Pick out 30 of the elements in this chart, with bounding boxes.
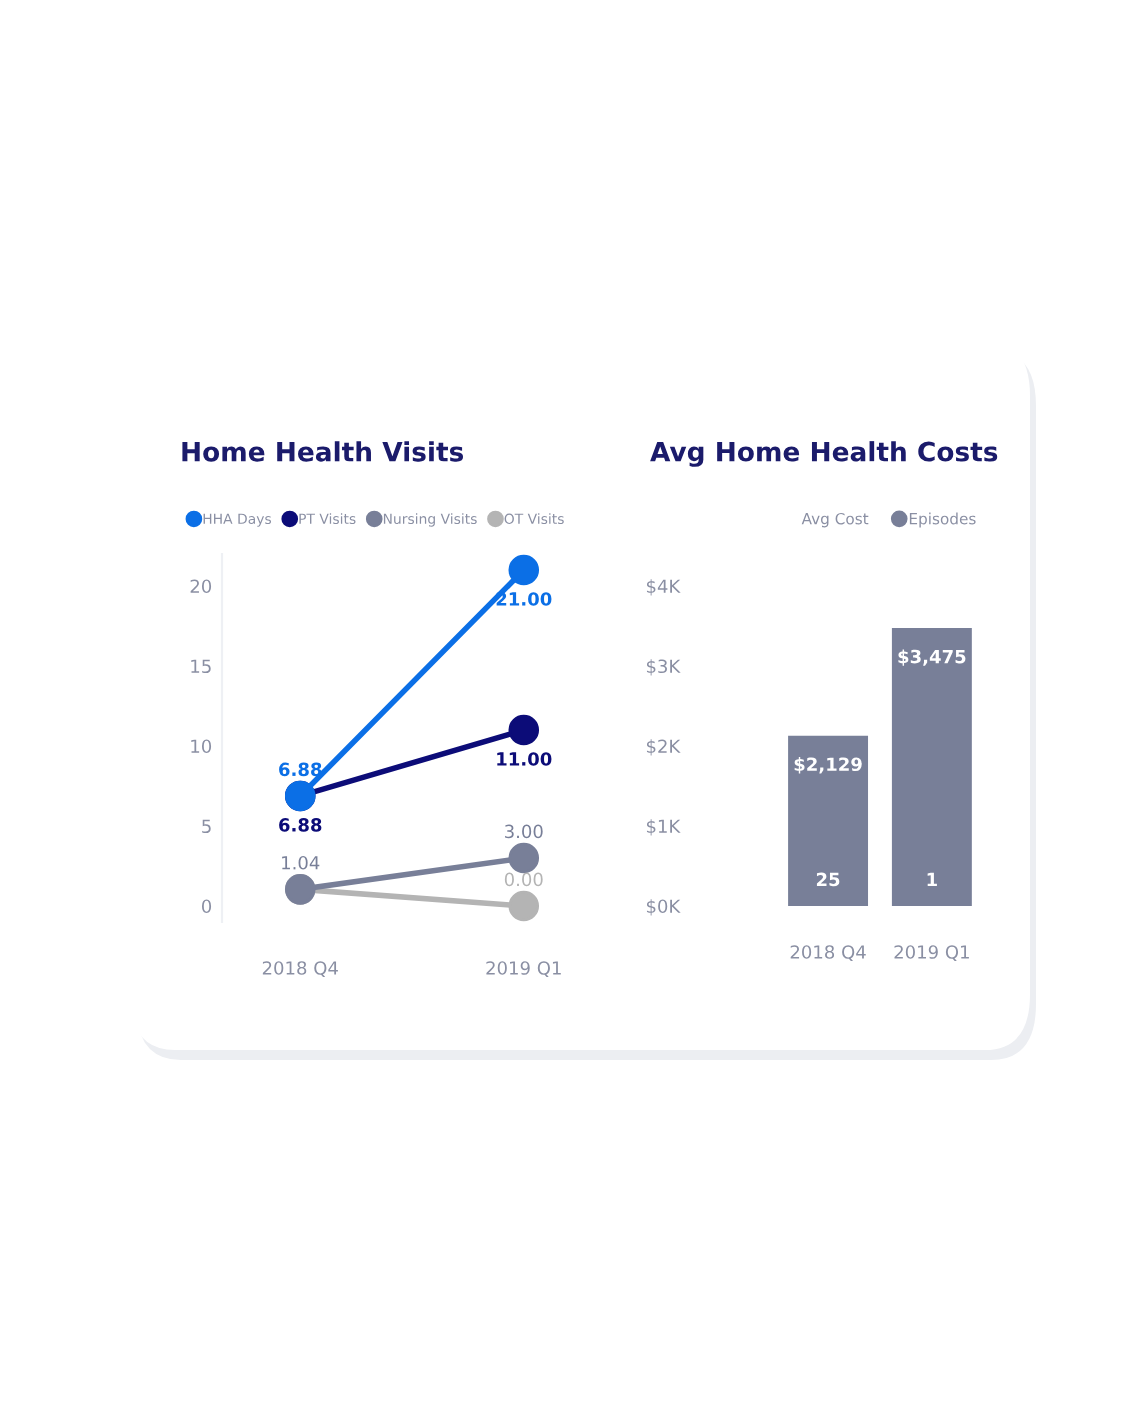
data-label: $2,129 — [794, 757, 862, 774]
y-tick-label: $3K — [646, 659, 681, 676]
y-tick-label: 10 — [191, 739, 212, 754]
y-tick-label: 15 — [191, 659, 211, 674]
data-label: 1.04 — [282, 855, 320, 870]
data-label: 6.88 — [279, 762, 322, 777]
y-tick-label: $4K — [646, 579, 681, 596]
data-label: 11.00 — [497, 752, 552, 766]
y-tick-label: $2K — [646, 739, 681, 756]
x-tick-label: 2019 Q1 — [894, 945, 969, 961]
point — [508, 890, 540, 922]
x-tick-label: 2019 Q1 — [486, 961, 561, 977]
point — [508, 714, 540, 746]
chart-title: Home Health Visits — [182, 441, 464, 462]
data-label: $3,475 — [898, 649, 966, 666]
data-label: 3.00 — [505, 824, 543, 839]
y-tick-label: $1K — [646, 819, 681, 836]
y-tick-label: 20 — [190, 579, 212, 594]
data-label: 0.00 — [504, 872, 543, 887]
x-tick-label: 2018 Q4 — [262, 961, 338, 977]
y-tick-label: 5 — [202, 819, 211, 834]
y-tick-label: $0K — [646, 899, 681, 916]
chart-title: Avg Home Health Costs — [650, 441, 998, 467]
data-label: 6.88 — [279, 818, 322, 832]
annotation: 25 — [816, 872, 840, 887]
y-tick-label: 0 — [201, 899, 212, 914]
point — [508, 554, 540, 586]
x-tick-label: 2018 Q4 — [790, 945, 866, 961]
annotation: 1 — [927, 872, 937, 886]
point — [508, 842, 540, 874]
